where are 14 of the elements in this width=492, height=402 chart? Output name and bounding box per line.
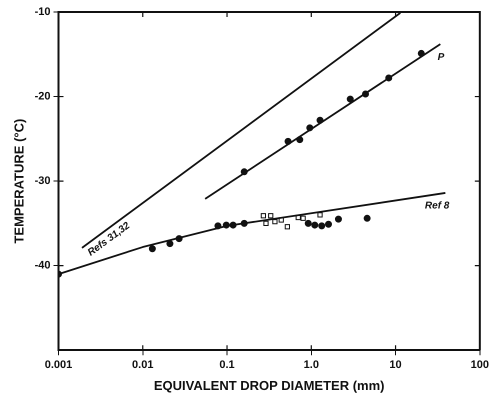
y-tick-label: -30: [34, 175, 50, 188]
y-tick-label: -20: [34, 90, 50, 103]
series-label: P: [438, 52, 445, 63]
x-tick-label: 1.0: [304, 358, 319, 371]
y-tick-label: -40: [34, 260, 50, 272]
x-tick-label: 100: [470, 358, 490, 371]
x-axis-title: EQUIVALENT DROP DIAMETER (mm): [154, 378, 384, 393]
x-tick-label: 10: [389, 358, 402, 371]
x-tick-label: 0.1: [219, 358, 235, 371]
x-tick-label: 0.001: [44, 358, 72, 371]
y-axis-title: TEMPERATURE (°C): [11, 118, 26, 244]
x-tick-label: 0.01: [132, 358, 154, 371]
series-label: Ref 8: [424, 200, 450, 212]
y-tick-label: -10: [34, 6, 50, 18]
